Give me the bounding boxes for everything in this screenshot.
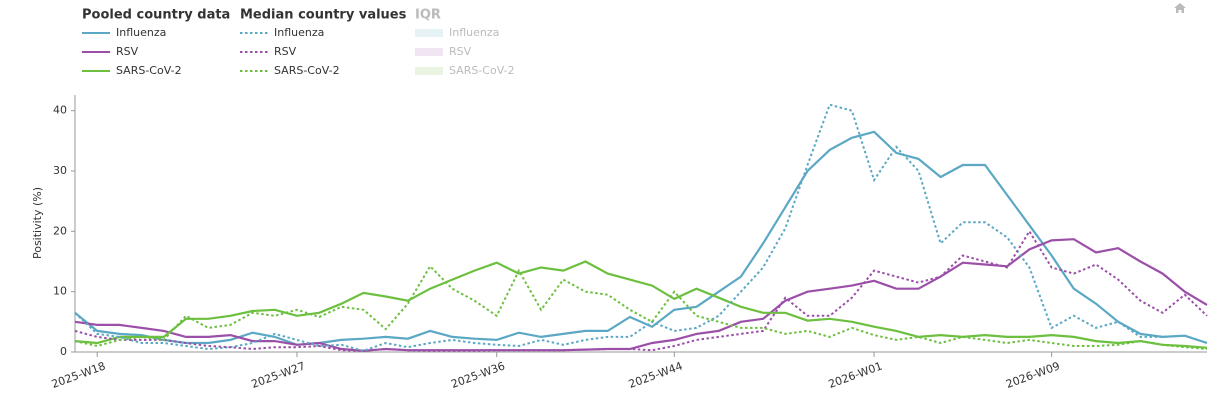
- series-line: [74, 103, 1208, 352]
- legend-group-title: Pooled country data: [82, 8, 230, 23]
- y-axis-label: Positivity (%): [31, 187, 44, 259]
- series-line: [74, 229, 1208, 352]
- legend-label[interactable]: SARS-CoV-2: [449, 64, 515, 77]
- legend-swatch: [415, 29, 443, 37]
- series-line: [74, 260, 1208, 349]
- series-line: [74, 238, 1208, 352]
- y-tick-label: 0: [60, 345, 67, 358]
- series-line: [74, 130, 1208, 346]
- legend-label[interactable]: RSV: [274, 45, 297, 58]
- legend-group-title[interactable]: IQR: [415, 8, 441, 23]
- x-tick-label: 2025-W44: [627, 359, 684, 391]
- x-tick-label: 2025-W36: [449, 359, 506, 391]
- x-tick-label: 2026-W01: [827, 359, 884, 391]
- legend-label[interactable]: SARS-CoV-2: [274, 64, 340, 77]
- series-line: [74, 264, 1208, 350]
- x-tick-label: 2026-W09: [1004, 359, 1061, 391]
- legend-swatch: [415, 48, 443, 56]
- y-tick-label: 20: [53, 224, 67, 237]
- legend-label[interactable]: RSV: [449, 45, 472, 58]
- legend-label[interactable]: Influenza: [116, 26, 166, 39]
- home-icon[interactable]: [1174, 3, 1186, 13]
- y-tick-label: 30: [53, 164, 67, 177]
- legend-label[interactable]: Influenza: [274, 26, 324, 39]
- y-tick-label: 10: [53, 285, 67, 298]
- y-tick-label: 40: [53, 104, 67, 117]
- legend-swatch: [415, 67, 443, 75]
- legend-label[interactable]: RSV: [116, 45, 139, 58]
- home-shape[interactable]: [1174, 3, 1186, 13]
- legend-label[interactable]: SARS-CoV-2: [116, 64, 182, 77]
- legend-label[interactable]: Influenza: [449, 26, 499, 39]
- legend-group-title: Median country values: [240, 8, 407, 23]
- x-tick-label: 2025-W27: [250, 359, 307, 391]
- x-tick-label: 2025-W18: [50, 359, 107, 391]
